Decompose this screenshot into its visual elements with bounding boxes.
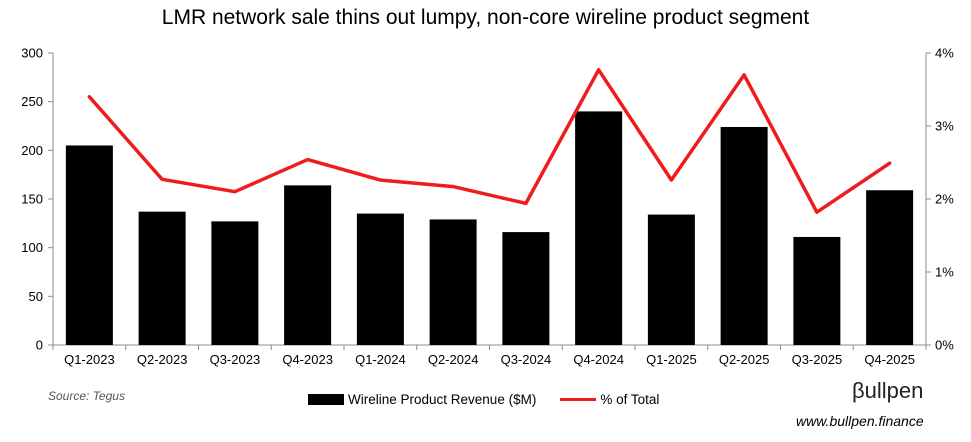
chart: 0 50 100 150 200 250 300 0% 1% 2% 3% 4% Q1-2023 Q2-20… <box>21 46 954 368</box>
x-tick-label: Q2-2025 <box>719 352 770 367</box>
legend-label-line: % of Total <box>600 391 660 407</box>
source-note: Source: Tegus <box>48 389 125 403</box>
x-tick-label: Q2-2023 <box>137 352 188 367</box>
bar <box>575 111 623 346</box>
bar <box>284 185 332 345</box>
x-tick-label: Q3-2025 <box>792 352 843 367</box>
axes-group <box>48 52 931 350</box>
bar <box>138 211 186 345</box>
line-point <box>160 177 164 181</box>
x-tick-label: Q1-2025 <box>646 352 697 367</box>
line-point <box>524 201 528 205</box>
y-right-tick-label: 4% <box>935 46 954 61</box>
y-left-tick-label: 50 <box>29 289 43 304</box>
labels-group: 0 50 100 150 200 250 300 0% 1% 2% 3% 4% Q1-2023 Q2-20… <box>21 46 954 368</box>
bar <box>647 214 695 345</box>
line-point <box>233 190 237 194</box>
x-tick-label: Q3-2023 <box>210 352 261 367</box>
line-point <box>742 73 746 77</box>
legend-swatch-bar <box>308 393 344 405</box>
bar <box>720 126 768 346</box>
y-left-tick-label: 250 <box>21 94 43 109</box>
bar <box>502 232 550 345</box>
y-right-tick-label: 3% <box>935 119 954 134</box>
y-left-tick-label: 150 <box>21 192 43 207</box>
y-left-tick-label: 100 <box>21 240 43 255</box>
line-point <box>669 178 673 182</box>
bar <box>866 190 914 345</box>
chart-title: LMR network sale thins out lumpy, non-co… <box>161 6 810 29</box>
bars-group <box>65 111 914 346</box>
series-line <box>87 68 892 214</box>
y-left-tick-label: 0 <box>36 338 43 353</box>
line-group <box>87 68 892 214</box>
line-point <box>888 161 892 165</box>
x-tick-label: Q1-2023 <box>64 352 115 367</box>
bar <box>356 213 404 345</box>
y-left-tick-label: 200 <box>21 143 43 158</box>
line-point <box>451 185 455 189</box>
x-tick-label: Q4-2024 <box>573 352 624 367</box>
x-tick-label: Q2-2024 <box>428 352 479 367</box>
legend-swatch-line <box>560 397 597 401</box>
x-tick-label: Q3-2024 <box>501 352 552 367</box>
legend-item-bars: Wireline Product Revenue ($M) <box>308 392 536 407</box>
x-tick-label: Q4-2023 <box>282 352 333 367</box>
legend-item-line: % of Total <box>560 392 659 407</box>
y-right-tick-label: 1% <box>935 265 954 280</box>
line-point <box>87 95 91 99</box>
y-right-tick-label: 0% <box>935 338 954 353</box>
line-point <box>306 158 310 162</box>
bar <box>211 221 259 345</box>
y-right-tick-label: 2% <box>935 192 954 207</box>
brand-logo: βullpen <box>852 378 924 403</box>
y-left-tick-label: 300 <box>21 46 43 61</box>
line-point <box>378 178 382 182</box>
line-point <box>597 68 601 72</box>
bar <box>65 145 113 345</box>
website-url: www.bullpen.finance <box>796 413 924 429</box>
legend: Wireline Product Revenue ($M) % of Total <box>308 390 683 408</box>
bar <box>429 219 477 345</box>
line-point <box>815 210 819 214</box>
x-tick-label: Q4-2025 <box>864 352 915 367</box>
bar <box>793 236 841 345</box>
legend-label-bars: Wireline Product Revenue ($M) <box>348 391 537 407</box>
x-tick-label: Q1-2024 <box>355 352 406 367</box>
